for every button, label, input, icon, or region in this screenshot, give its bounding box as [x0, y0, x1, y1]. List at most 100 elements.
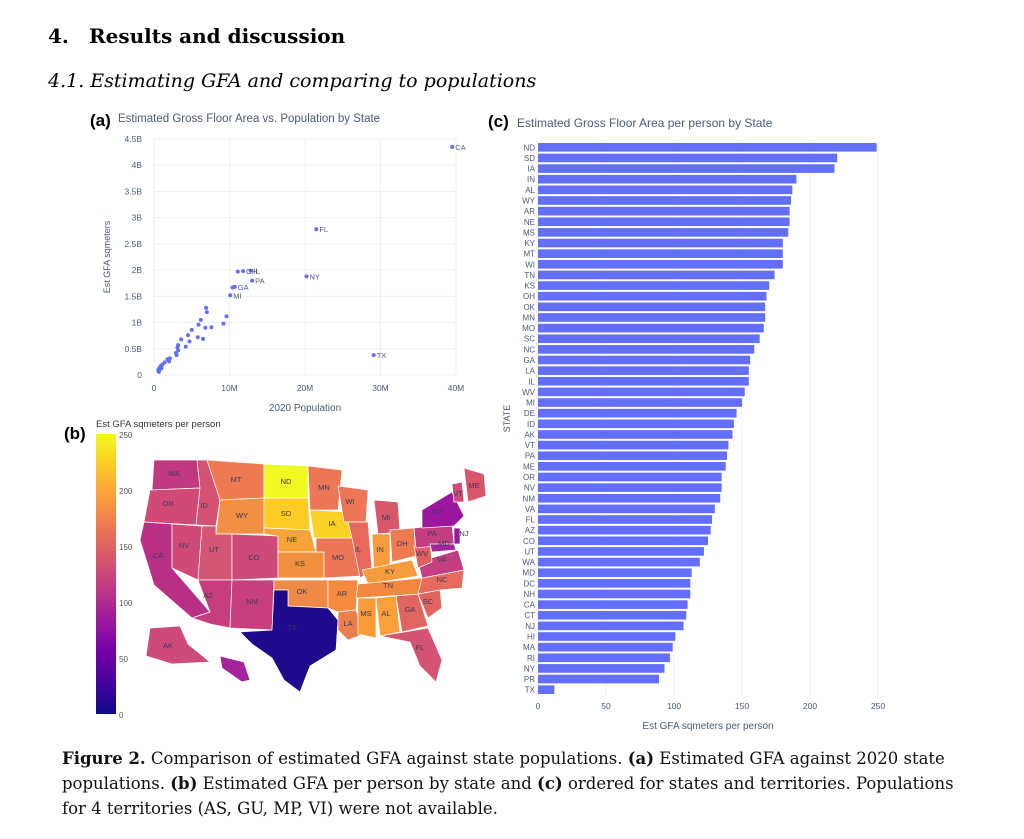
state-label-co: CO [248, 553, 259, 562]
scatter-point [195, 335, 200, 340]
scatter-y-tick-label: 4B [132, 160, 143, 170]
bar [538, 238, 783, 248]
bar-category-label: DC [523, 579, 535, 588]
bar-category-label: UT [524, 547, 535, 556]
state-MN [307, 465, 343, 511]
scatter-y-tick-label: 4.5B [125, 134, 143, 144]
choropleth-map: 250 200 150 100 50 0 [96, 431, 487, 720]
scatter-point-labeled [314, 227, 319, 232]
bar [538, 568, 692, 578]
state-NJ [453, 527, 461, 545]
bar [538, 185, 793, 195]
scatter-point [204, 305, 209, 310]
bar [538, 674, 660, 684]
bar [538, 376, 749, 386]
scatter-point-label: NY [310, 272, 320, 281]
state-label-ga: GA [405, 605, 416, 614]
bar [538, 345, 755, 354]
scatter-y-tick-label: 1B [132, 318, 143, 328]
bar-category-label: WA [522, 558, 535, 567]
state-label-mt: MT [231, 475, 242, 484]
scatter-point [189, 327, 194, 332]
state-KY [361, 559, 419, 585]
bar-category-label: VT [525, 441, 535, 450]
bar-category-label: WV [522, 388, 536, 397]
state-label-id: ID [200, 501, 208, 510]
caption-ref-a: (a) [627, 749, 655, 768]
state-label-sd: SD [281, 509, 292, 518]
state-FL [379, 627, 443, 683]
scatter-chart: 0 10M 20M 30M 40M 0 0.5B 1B 1.5B 2B 2.5B 3B 3.5B 4B 4.… [102, 134, 466, 414]
bar-category-label: MS [523, 228, 535, 237]
bar [538, 334, 760, 344]
scatter-point-labeled [450, 144, 455, 149]
state-label-mo: MO [332, 553, 344, 562]
state-label-me: ME [468, 481, 479, 490]
state-label-nv: NV [179, 541, 189, 550]
bar [538, 664, 665, 673]
bar [538, 579, 691, 588]
scatter-x-axis-label: 2020 Population [269, 403, 341, 414]
state-label-wi: WI [345, 497, 354, 506]
section-heading: 4. Results and discussion [48, 24, 345, 48]
scatter-point [174, 353, 179, 358]
bar-category-label: LA [525, 367, 535, 376]
bar-category-label: MI [526, 399, 535, 408]
state-label-ca: CA [153, 551, 163, 560]
scatter-point [175, 345, 180, 350]
bar-category-label: ME [523, 462, 535, 471]
bar [538, 621, 684, 631]
bar [538, 493, 721, 503]
bar [538, 451, 728, 461]
state-label-nc: NC [437, 575, 448, 584]
scatter-point-labeled [371, 353, 376, 358]
scatter-point [196, 322, 201, 327]
state-label-ia: IA [328, 519, 335, 528]
panel-label-b: (b) [64, 424, 86, 443]
state-label-or: OR [162, 499, 174, 508]
bar-category-label: RI [527, 654, 535, 663]
bar [538, 408, 737, 418]
bar-category-label: MT [523, 250, 535, 259]
caption-text-3: Estimated GFA per person by state and [197, 774, 538, 793]
bar-category-label: KS [524, 282, 535, 291]
panel-label-a: (a) [90, 111, 111, 130]
colorbar-title: Est GFA sqmeters per person [96, 419, 221, 430]
state-AK [145, 625, 211, 665]
bar-category-label: TX [525, 686, 536, 695]
bar-x-tick-label: 200 [803, 701, 817, 711]
bar-category-label: IL [528, 377, 535, 386]
bar [538, 291, 767, 301]
scatter-point-labeled [232, 284, 237, 289]
bar-category-label: MA [523, 643, 536, 652]
colorbar-tick-label: 200 [119, 487, 133, 496]
scatter-point [176, 348, 181, 353]
colorbar-tick-label: 50 [119, 655, 128, 664]
bar [538, 196, 791, 205]
bar-category-label: IA [527, 165, 535, 174]
state-label-oh: OH [396, 539, 407, 548]
bar [538, 600, 688, 609]
state-GA [395, 593, 429, 633]
state-label-ne: NE [287, 535, 297, 544]
bar [538, 228, 789, 237]
scatter-point-label: PA [255, 277, 264, 286]
state-label-la: LA [343, 619, 352, 628]
bar-category-label: PA [525, 452, 536, 461]
bar-x-tick-label: 100 [667, 701, 681, 711]
state-label-al: AL [381, 609, 390, 618]
scatter-point-label: TX [377, 351, 387, 360]
state-label-fl: FL [416, 643, 425, 652]
state-HI [219, 655, 251, 683]
scatter-title: Estimated Gross Floor Area vs. Populatio… [118, 113, 381, 125]
bar [538, 313, 766, 322]
state-label-az: AZ [203, 591, 213, 600]
state-AL [375, 595, 401, 637]
bar [538, 153, 838, 163]
bar-category-label: AR [524, 207, 535, 216]
bar [538, 557, 700, 567]
scatter-point-labeled [241, 269, 246, 274]
bar [538, 515, 713, 524]
state-label-ny: NY [433, 507, 443, 516]
